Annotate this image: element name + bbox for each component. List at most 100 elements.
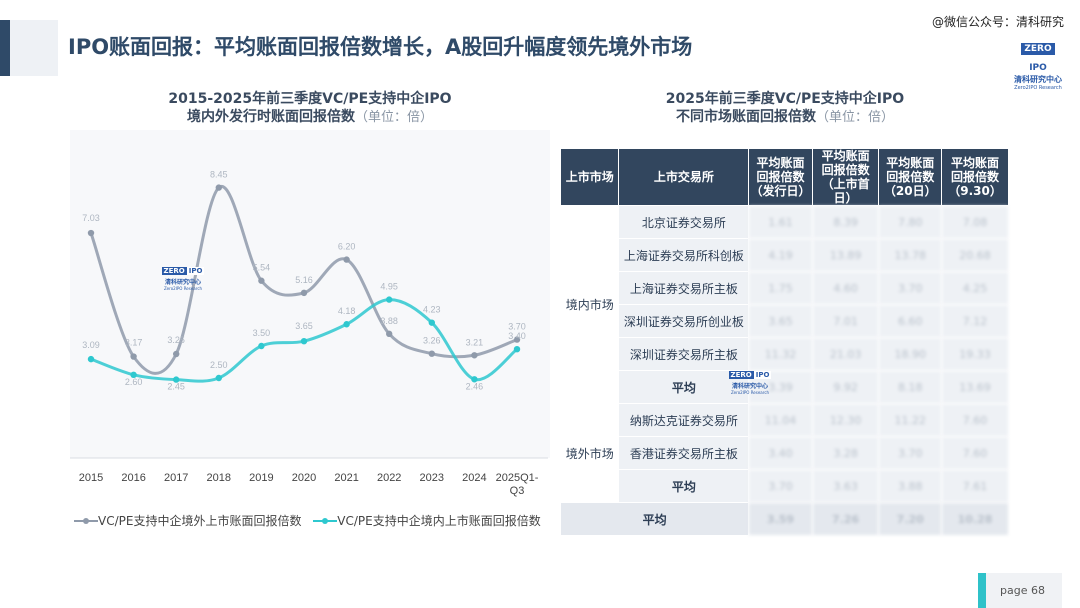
brand-logo: ZERO IPO 清科研究中心 Zero2IPO Research — [1012, 36, 1064, 91]
value-cell: 4.60 — [811, 271, 880, 305]
value-cell: 13.78 — [878, 238, 943, 272]
header-20-day: 平均账面 回报倍数 （20日） — [878, 148, 943, 206]
x-tick-label: 2024 — [462, 472, 486, 484]
value-cell: 4.25 — [941, 271, 1009, 305]
value-cell: 6.60 — [878, 304, 943, 338]
right-chart-unit: （单位：倍） — [815, 110, 894, 125]
data-point — [300, 289, 308, 297]
right-chart-title-line2: 不同市场账面回报倍数 — [675, 109, 816, 125]
table-row-average: 平均 3.39 9.92 8.18 13.69 — [561, 370, 1009, 404]
data-point — [428, 350, 435, 357]
brand-cn: 清科研究中心 — [1014, 75, 1062, 84]
chart-logo-en: Zero2IPO Research — [163, 286, 203, 291]
value-cell: 3.88 — [878, 469, 943, 503]
data-label: 2.50 — [210, 360, 228, 370]
total-value-cell: 7.20 — [878, 502, 943, 536]
page-number-box — [978, 573, 1062, 608]
table-row: 深圳证券交易所创业板 3.65 7.01 6.60 7.12 — [561, 304, 1009, 338]
data-point — [87, 355, 95, 363]
value-cell: 7.08 — [941, 205, 1009, 239]
x-tick-label: 2015 — [79, 472, 103, 484]
legend-item-domestic: VC/PE支持中企境内上市账面回报倍数 — [313, 512, 541, 529]
value-cell: 3.70 — [748, 469, 813, 503]
value-cell: 21.03 — [811, 337, 880, 371]
total-label-cell: 平均 — [559, 502, 750, 536]
table-row: 上海证券交易所科创板 4.19 13.89 13.78 20.68 — [561, 238, 1009, 272]
data-point — [386, 330, 393, 338]
data-label: 2.45 — [167, 382, 185, 392]
left-chart-title: 2015-2025年前三季度VC/PE支持中企IPO 境内外发行时账面回报倍数（… — [110, 90, 510, 127]
header-20-day-l3: （20日） — [883, 184, 937, 198]
chart-watermark-logo: ZERO IPO 清科研究中心 Zero2IPO Research — [161, 258, 205, 291]
brand-ipo: IPO — [1026, 62, 1050, 74]
x-tick-label: 2017 — [164, 472, 188, 484]
legend-item-overseas: VC/PE支持中企境外上市账面回报倍数 — [74, 512, 301, 529]
value-cell: 18.90 — [878, 337, 943, 371]
data-label: 5.54 — [253, 263, 271, 273]
data-point — [513, 346, 521, 353]
data-point — [471, 376, 478, 383]
header-930: 平均账面 回报倍数 （9.30） — [941, 148, 1009, 206]
legend-marker-overseas — [74, 517, 98, 524]
data-label: 7.03 — [82, 213, 100, 223]
data-label: 6.20 — [338, 242, 356, 252]
total-value-cell: 7.26 — [811, 502, 880, 536]
value-cell: 19.33 — [941, 337, 1009, 371]
x-tick-label: 2019 — [249, 472, 273, 484]
value-cell: 7.12 — [941, 304, 1009, 338]
title-accent-block — [10, 20, 58, 76]
header-market: 上市市场 — [559, 148, 620, 206]
line-chart: 7.03 3.17 3.25 8.45 5.54 5.16 6.20 3.88 3.26 3.21… — [70, 130, 550, 497]
legend-label-domestic: VC/PE支持中企境内上市账面回报倍数 — [337, 514, 541, 528]
data-point — [173, 376, 180, 383]
value-cell: 3.65 — [748, 304, 813, 338]
data-label: 2.60 — [125, 377, 143, 387]
legend-label-overseas: VC/PE支持中企境外上市账面回报倍数 — [98, 514, 302, 528]
left-chart-unit: （单位：倍） — [354, 110, 433, 125]
x-tick-label: Q3 — [510, 485, 525, 497]
data-label: 3.65 — [295, 321, 313, 331]
title-accent-bar — [0, 20, 10, 76]
data-point — [258, 342, 265, 350]
header-first-day-l3: （上市首日） — [821, 177, 870, 205]
header-first-day-l1: 平均账面 — [821, 149, 870, 163]
legend-marker-domestic — [313, 517, 338, 524]
x-tick-label: 2021 — [334, 472, 358, 484]
value-cell: 7.60 — [941, 436, 1009, 470]
data-label: 3.26 — [423, 336, 441, 346]
value-cell: 3.28 — [811, 436, 880, 470]
plot-area — [70, 130, 550, 458]
header-930-l3: （9.30） — [948, 184, 1002, 198]
exchange-cell: 上海证券交易所主板 — [618, 271, 750, 305]
data-point — [386, 296, 393, 303]
header-20-day-l2: 回报倍数 — [886, 170, 935, 184]
data-label: 3.40 — [508, 331, 526, 341]
data-label: 3.70 — [508, 322, 526, 332]
value-cell: 8.18 — [878, 370, 943, 404]
table-row: 香港证券交易所主板 3.40 3.28 3.70 7.60 — [561, 436, 1009, 470]
data-point — [428, 319, 435, 326]
left-chart-title-line1: 2015-2025年前三季度VC/PE支持中企IPO — [168, 91, 452, 107]
data-label: 3.50 — [253, 328, 271, 338]
data-label: 3.25 — [167, 335, 185, 345]
exchange-cell: 平均 — [618, 469, 750, 503]
value-cell: 7.60 — [941, 403, 1009, 437]
value-cell: 1.61 — [748, 205, 813, 239]
value-cell: 11.04 — [748, 403, 813, 437]
value-cell: 7.80 — [878, 205, 943, 239]
data-label: 3.09 — [82, 340, 100, 350]
table-logo-cn: 清科研究中心 — [731, 383, 768, 390]
data-point — [215, 374, 222, 382]
value-cell: 3.40 — [748, 436, 813, 470]
table-row-total: 平均 3.59 7.26 7.20 10.28 — [559, 502, 1009, 536]
exchange-cell: 纳斯达克证券交易所 — [618, 403, 750, 437]
header-exchange: 上市交易所 — [618, 148, 750, 206]
value-cell: 13.89 — [811, 238, 880, 272]
header-issue-day-l1: 平均账面 — [756, 156, 805, 170]
brand-en: Zero2IPO Research — [1014, 85, 1062, 91]
data-label: 5.16 — [295, 275, 313, 285]
table-row: 上海证券交易所主板 1.75 4.60 3.70 4.25 — [561, 271, 1009, 305]
data-point — [471, 352, 478, 359]
value-cell: 8.39 — [811, 205, 880, 239]
table-header-row: 上市市场 上市交易所 平均账面 回报倍数 （发行日） 平均账面 回报倍数 （上市首日） … — [559, 148, 1009, 206]
